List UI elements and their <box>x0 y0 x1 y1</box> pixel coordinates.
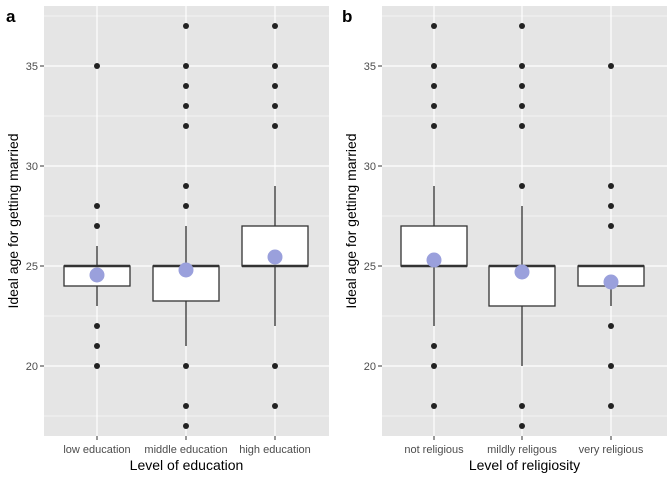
mean-point <box>514 264 530 280</box>
outlier-point <box>94 343 100 349</box>
outlier-point <box>431 63 437 69</box>
x-axis-title: Level of religiosity <box>469 457 580 473</box>
outlier-point <box>431 23 437 29</box>
box-body <box>152 265 220 302</box>
outlier-point <box>431 403 437 409</box>
outlier-point <box>519 63 525 69</box>
outlier-point <box>519 423 525 429</box>
outlier-point <box>272 403 278 409</box>
box-low-education <box>63 63 131 369</box>
panel-a: 20 25 30 35 low education middle education hig… <box>5 6 329 473</box>
outlier-point <box>272 23 278 29</box>
mean-point <box>89 267 105 283</box>
outlier-point <box>272 83 278 89</box>
panel-background <box>382 6 667 436</box>
x-axis-title: Level of education <box>130 457 244 473</box>
outlier-point <box>183 63 189 69</box>
outlier-point <box>183 23 189 29</box>
x-tick-label: high education <box>239 444 311 456</box>
outlier-point <box>94 323 100 329</box>
outlier-point <box>519 183 525 189</box>
outlier-point <box>183 83 189 89</box>
y-axis-title: Ideal age for getting married <box>5 133 21 308</box>
outlier-point <box>608 63 614 69</box>
outlier-point <box>608 323 614 329</box>
mean-point <box>178 262 194 278</box>
outlier-point <box>431 123 437 129</box>
outlier-point <box>519 103 525 109</box>
x-tick-label: not religious <box>404 444 464 456</box>
outlier-point <box>519 83 525 89</box>
x-tick-label: mildly religous <box>487 444 557 456</box>
x-tick-label: middle education <box>144 444 227 456</box>
mean-point <box>426 252 442 268</box>
y-tick-label: 25 <box>364 261 376 273</box>
x-tick-label: low education <box>63 444 130 456</box>
y-axis-title: Ideal age for getting married <box>343 133 359 308</box>
mean-point <box>603 274 619 290</box>
box-very-religious <box>577 63 645 409</box>
mean-point <box>267 249 283 265</box>
outlier-point <box>272 63 278 69</box>
outlier-point <box>519 403 525 409</box>
outlier-point <box>94 363 100 369</box>
outlier-point <box>183 103 189 109</box>
y-tick-label: 20 <box>26 361 38 373</box>
panel-tag: a <box>6 7 16 26</box>
box-mildly-religous <box>488 23 556 429</box>
outlier-point <box>272 363 278 369</box>
box-not-religious <box>400 23 468 409</box>
y-tick-label: 35 <box>26 61 38 73</box>
outlier-point <box>519 23 525 29</box>
outlier-point <box>608 203 614 209</box>
box-high-education <box>241 23 309 409</box>
box-middle-education <box>152 23 220 429</box>
outlier-point <box>272 123 278 129</box>
y-tick-label: 30 <box>26 161 38 173</box>
outlier-point <box>183 423 189 429</box>
outlier-point <box>94 63 100 69</box>
outlier-point <box>431 363 437 369</box>
y-tick-label: 35 <box>364 61 376 73</box>
outlier-point <box>431 103 437 109</box>
outlier-point <box>431 83 437 89</box>
panel-b: 20 25 30 35 not religious mildly religous very… <box>342 6 667 473</box>
outlier-point <box>183 183 189 189</box>
outlier-point <box>608 183 614 189</box>
outlier-point <box>272 103 278 109</box>
outlier-point <box>183 403 189 409</box>
outlier-point <box>183 363 189 369</box>
x-tick-label: very religious <box>579 444 644 456</box>
outlier-point <box>431 343 437 349</box>
panel-tag: b <box>342 7 352 26</box>
outlier-point <box>519 123 525 129</box>
outlier-point <box>608 403 614 409</box>
y-tick-label: 25 <box>26 261 38 273</box>
box-body <box>241 225 309 267</box>
outlier-point <box>608 363 614 369</box>
outlier-point <box>183 203 189 209</box>
y-tick-label: 30 <box>364 161 376 173</box>
outlier-point <box>94 203 100 209</box>
outlier-point <box>94 223 100 229</box>
y-tick-label: 20 <box>364 361 376 373</box>
outlier-point <box>183 123 189 129</box>
outlier-point <box>608 223 614 229</box>
box-body <box>400 225 468 267</box>
